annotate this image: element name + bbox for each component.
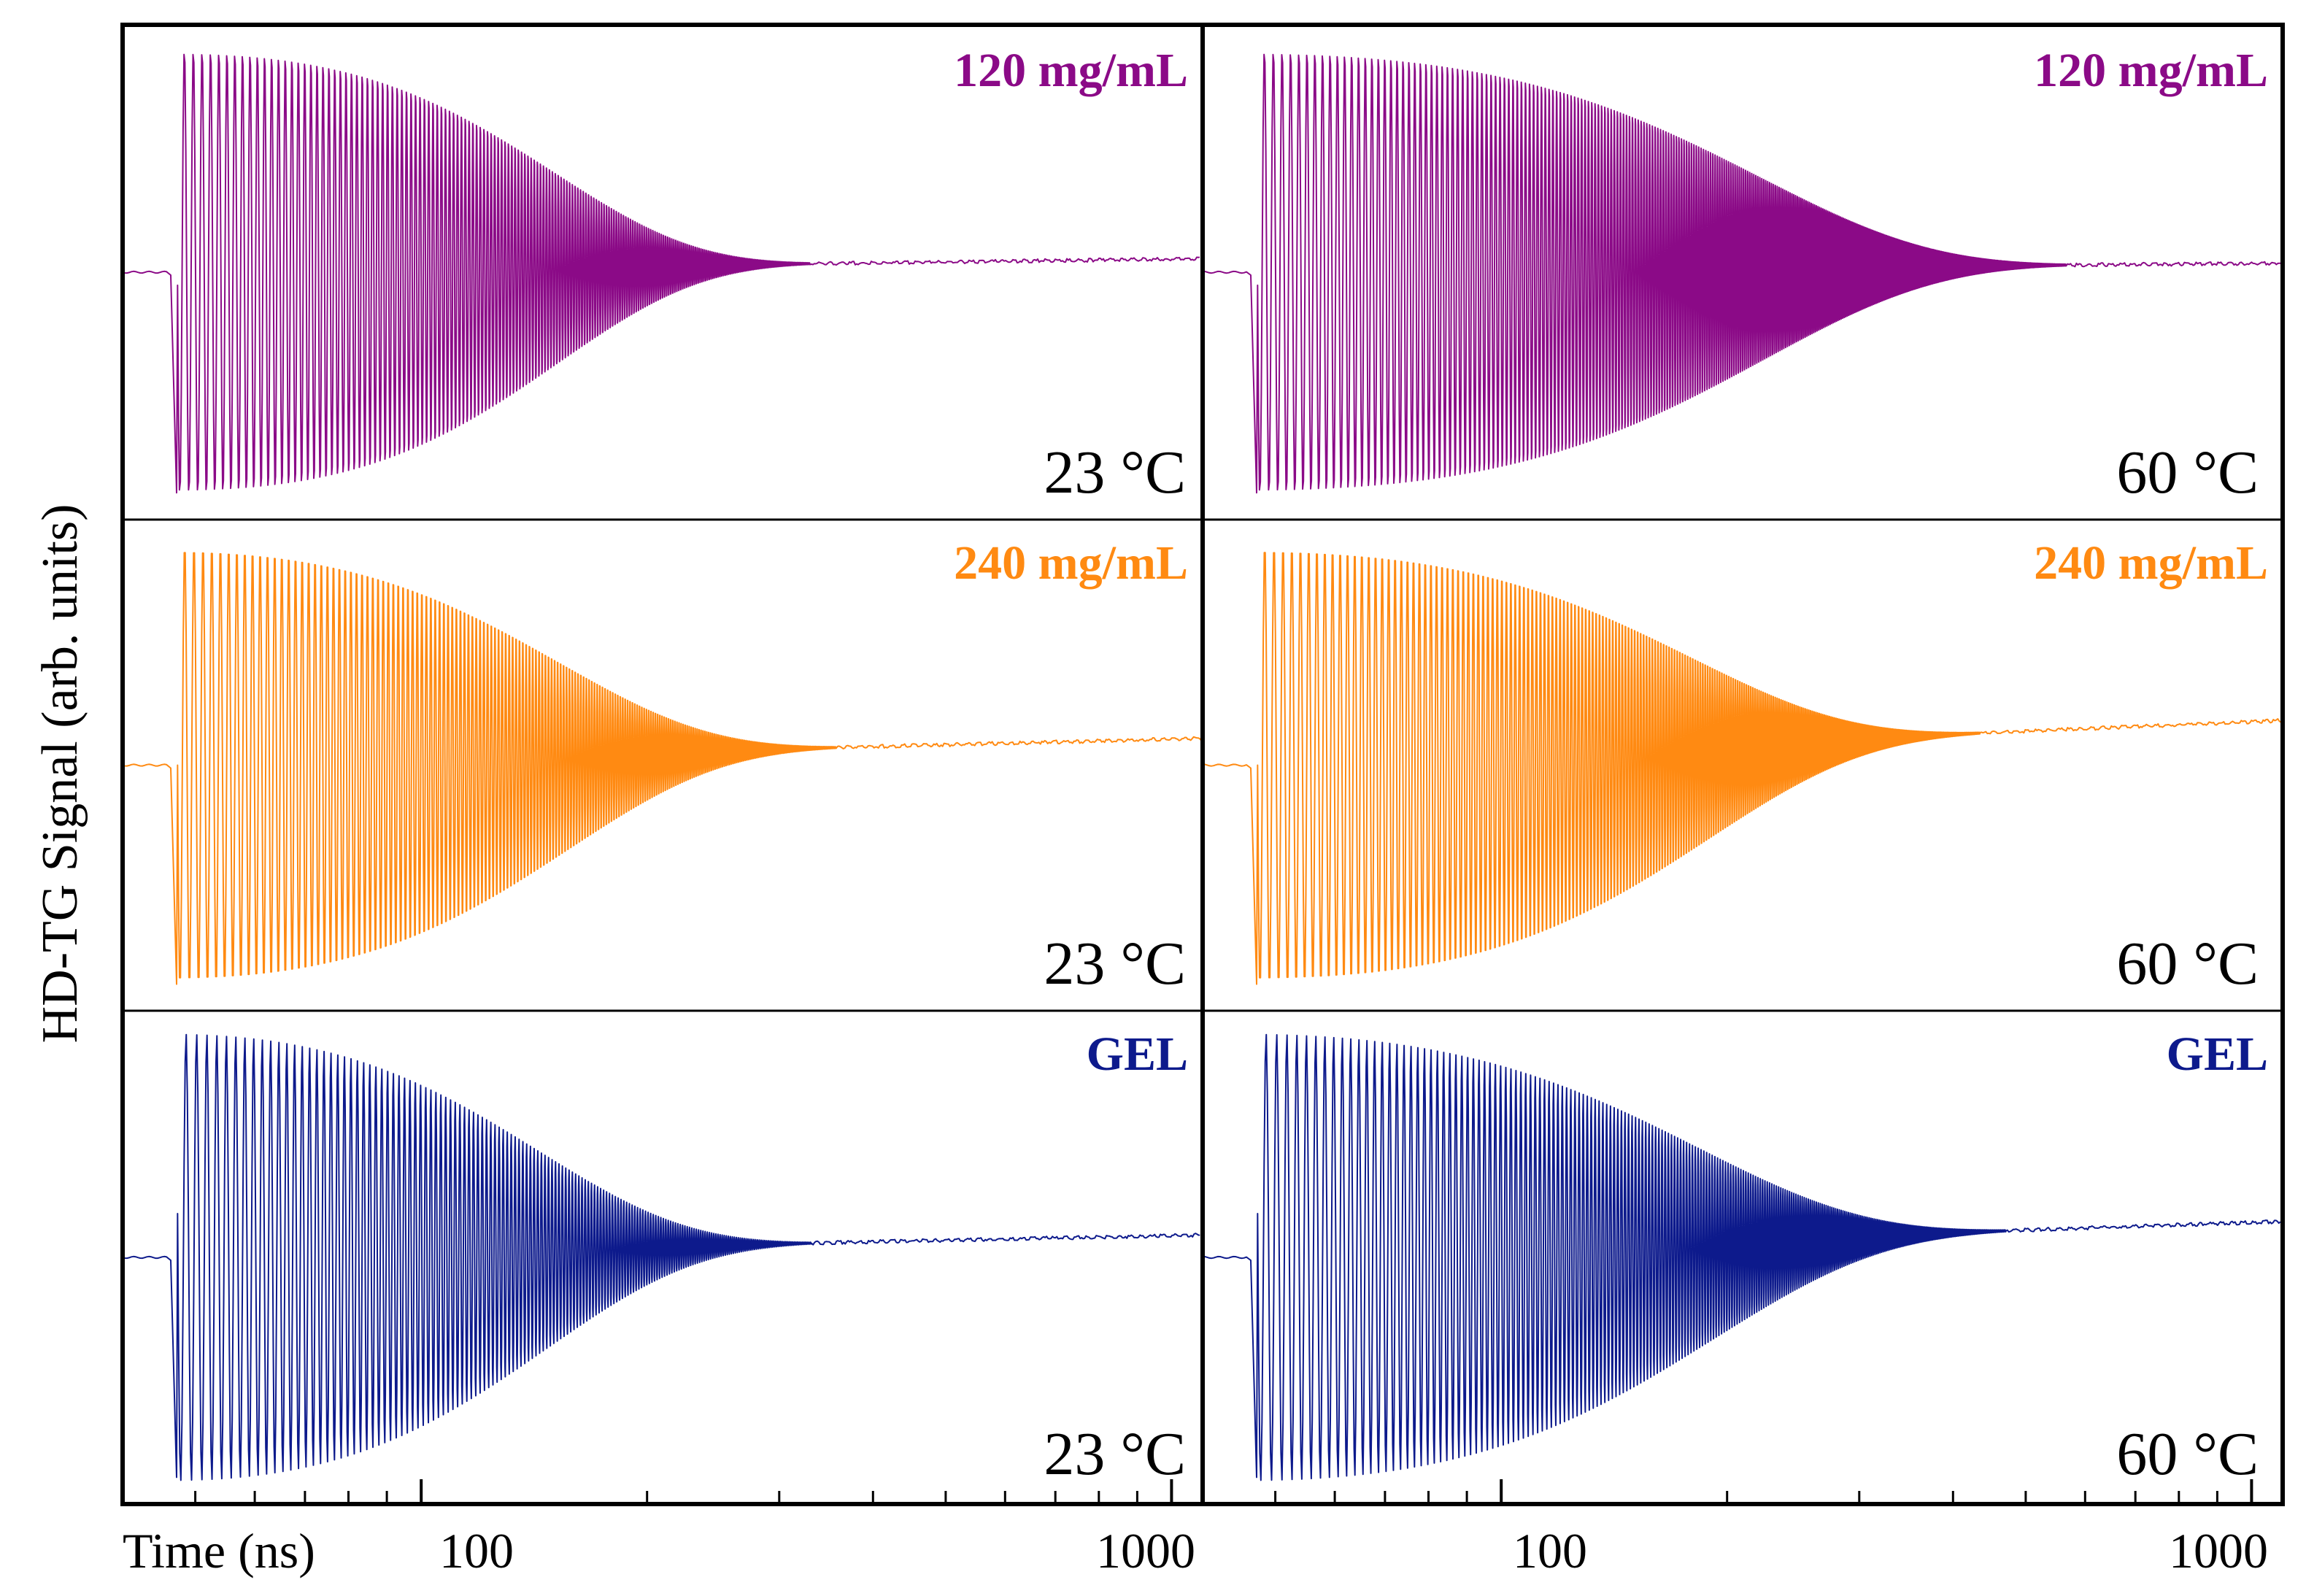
tick-label-1000-right: 1000	[2169, 1523, 2268, 1578]
tick-label-1000-left: 1000	[1096, 1523, 1195, 1578]
sample-label-240-left: 240 mg/mL	[954, 536, 1188, 590]
x-axis-label: Time (ns)	[123, 1523, 315, 1578]
trace-240-mg-ml-60c	[1203, 552, 2281, 985]
temp-label-row1-right: 60 °C	[2116, 439, 2259, 506]
sample-label-120-right: 120 mg/mL	[2034, 44, 2268, 97]
temp-label-row3-right: 60 °C	[2116, 1420, 2259, 1488]
sample-label-gel-left: GEL	[1087, 1028, 1188, 1081]
tick-label-100-left: 100	[439, 1523, 514, 1578]
tick-label-100-right: 100	[1513, 1523, 1587, 1578]
temp-label-row3-left: 23 °C	[1044, 1420, 1186, 1488]
sample-label-120-left: 120 mg/mL	[954, 44, 1188, 97]
trace-120-mg-ml-23c	[122, 53, 1200, 494]
trace-120-mg-ml-60c	[1203, 53, 2281, 494]
sample-label-gel-right: GEL	[2167, 1028, 2268, 1081]
traces-layer	[122, 53, 2281, 1481]
trace-240-mg-ml-23c	[122, 552, 1202, 985]
trace-gel-60c	[1203, 1033, 2281, 1481]
temp-label-row2-left: 23 °C	[1044, 930, 1186, 998]
temp-label-row1-left: 23 °C	[1044, 439, 1186, 506]
trace-gel-23c	[122, 1033, 1200, 1481]
sample-label-240-right: 240 mg/mL	[2034, 536, 2268, 590]
temp-label-row2-right: 60 °C	[2116, 930, 2259, 998]
y-axis-label: HD-TG Signal (arb. units)	[32, 504, 88, 1044]
x-axis-ticks	[121, 1479, 2253, 1504]
